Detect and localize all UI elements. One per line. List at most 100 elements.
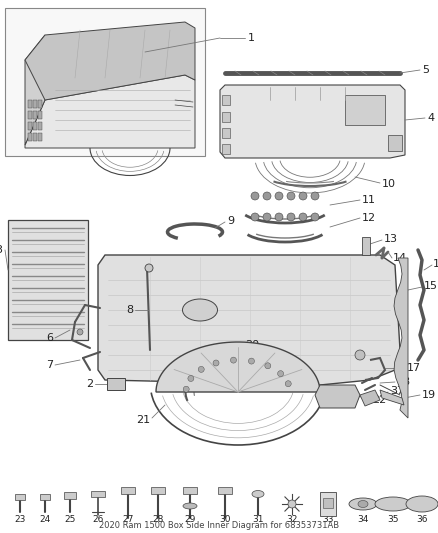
Bar xyxy=(28,133,32,141)
Text: 29: 29 xyxy=(184,515,196,524)
Circle shape xyxy=(145,264,153,272)
Bar xyxy=(8,220,88,340)
Text: 32: 32 xyxy=(286,515,298,524)
Text: 21: 21 xyxy=(136,415,150,425)
Text: 10: 10 xyxy=(382,179,396,189)
Circle shape xyxy=(311,213,319,221)
Circle shape xyxy=(355,350,365,360)
Circle shape xyxy=(265,363,271,369)
Bar xyxy=(33,111,37,119)
Polygon shape xyxy=(156,342,320,392)
Bar xyxy=(28,111,32,119)
Circle shape xyxy=(188,375,194,382)
Bar xyxy=(33,122,37,130)
Ellipse shape xyxy=(349,498,377,510)
Text: 34: 34 xyxy=(357,515,369,524)
Ellipse shape xyxy=(375,497,411,511)
Circle shape xyxy=(263,213,271,221)
Polygon shape xyxy=(98,255,400,385)
Circle shape xyxy=(299,213,307,221)
Text: 1: 1 xyxy=(248,33,255,43)
Bar xyxy=(388,135,402,151)
Text: 36: 36 xyxy=(416,515,428,524)
Ellipse shape xyxy=(406,496,438,512)
Polygon shape xyxy=(360,390,380,406)
Bar xyxy=(121,487,135,494)
Text: 6: 6 xyxy=(46,333,53,343)
Bar xyxy=(323,498,333,508)
Bar xyxy=(28,122,32,130)
Polygon shape xyxy=(394,258,408,418)
Text: 9: 9 xyxy=(227,216,234,226)
Bar xyxy=(33,133,37,141)
Ellipse shape xyxy=(252,490,264,497)
Circle shape xyxy=(251,192,259,200)
Circle shape xyxy=(198,366,204,373)
Bar xyxy=(320,492,336,516)
Bar xyxy=(40,494,50,500)
Text: 31: 31 xyxy=(252,515,264,524)
Bar xyxy=(362,237,370,255)
Text: 24: 24 xyxy=(39,515,51,524)
Text: 22: 22 xyxy=(372,395,386,405)
Bar xyxy=(64,492,76,499)
Text: 35: 35 xyxy=(387,515,399,524)
Bar xyxy=(151,487,165,494)
Bar xyxy=(222,144,230,154)
Bar xyxy=(38,133,42,141)
Text: 15: 15 xyxy=(424,281,438,291)
Ellipse shape xyxy=(358,500,368,507)
Text: 3: 3 xyxy=(0,245,2,255)
Text: 25: 25 xyxy=(64,515,76,524)
Circle shape xyxy=(251,213,259,221)
Bar xyxy=(15,494,25,500)
Ellipse shape xyxy=(183,503,197,509)
Bar xyxy=(38,122,42,130)
Text: 17: 17 xyxy=(407,363,421,373)
Circle shape xyxy=(183,386,189,392)
Text: 14: 14 xyxy=(393,253,407,263)
Text: 4: 4 xyxy=(427,113,434,123)
Text: 19: 19 xyxy=(422,390,436,400)
Text: 13: 13 xyxy=(384,234,398,244)
Bar xyxy=(38,111,42,119)
Text: 33: 33 xyxy=(322,515,334,524)
Bar xyxy=(91,491,105,497)
Text: 18: 18 xyxy=(397,377,411,387)
Text: 12: 12 xyxy=(362,213,376,223)
Circle shape xyxy=(299,192,307,200)
Text: 2020 Ram 1500 Box Side Inner Diagram for 68353731AB: 2020 Ram 1500 Box Side Inner Diagram for… xyxy=(99,521,339,530)
Ellipse shape xyxy=(183,299,218,321)
Circle shape xyxy=(311,192,319,200)
Circle shape xyxy=(287,213,295,221)
Circle shape xyxy=(230,357,237,363)
Circle shape xyxy=(77,329,83,335)
Text: 7: 7 xyxy=(46,360,53,370)
Text: 37: 37 xyxy=(390,386,404,396)
Bar xyxy=(222,128,230,138)
Polygon shape xyxy=(315,385,360,408)
Circle shape xyxy=(275,213,283,221)
Text: 5: 5 xyxy=(422,65,429,75)
Polygon shape xyxy=(380,390,404,405)
Circle shape xyxy=(263,192,271,200)
Circle shape xyxy=(213,360,219,366)
Text: 11: 11 xyxy=(362,195,376,205)
Bar xyxy=(222,112,230,122)
Polygon shape xyxy=(107,378,125,390)
Bar xyxy=(33,100,37,108)
Circle shape xyxy=(275,192,283,200)
Circle shape xyxy=(278,370,283,377)
Bar xyxy=(183,487,197,494)
Bar xyxy=(5,8,205,156)
Circle shape xyxy=(248,358,254,364)
Polygon shape xyxy=(25,35,45,145)
Bar xyxy=(222,95,230,105)
Text: 27: 27 xyxy=(122,515,134,524)
Text: 16: 16 xyxy=(433,259,438,269)
Text: 2: 2 xyxy=(86,379,93,389)
Bar xyxy=(28,100,32,108)
Circle shape xyxy=(287,192,295,200)
Polygon shape xyxy=(220,85,405,158)
Polygon shape xyxy=(25,22,195,100)
